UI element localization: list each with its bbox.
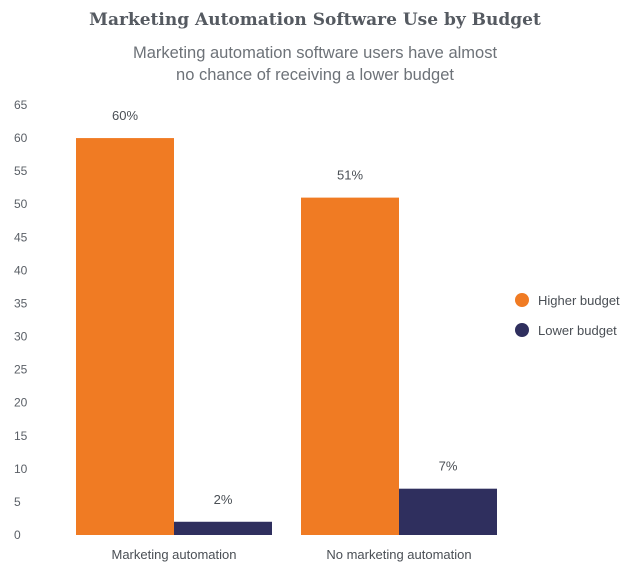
- chart-title: Marketing Automation Software Use by Bud…: [89, 10, 541, 30]
- data-label-marketing-automation-lower-budget: 2%: [214, 492, 233, 507]
- chart-subtitle: Marketing automation software users have…: [0, 42, 630, 86]
- x-tick-label-marketing-automation: Marketing automation: [111, 547, 236, 562]
- y-tick-label-55: 55: [14, 164, 28, 178]
- bar-marketing-automation-lower-budget: [174, 521, 272, 535]
- x-tick-label-no-marketing-automation: No marketing automation: [326, 547, 471, 562]
- legend-item-higher-budget[interactable]: Higher budget: [515, 290, 620, 310]
- chart-legend: Higher budget Lower budget: [515, 290, 620, 350]
- y-tick-label-15: 15: [14, 429, 28, 443]
- legend-swatch-lower-budget: [515, 323, 529, 337]
- x-axis: Marketing automation No marketing automat…: [111, 547, 471, 562]
- y-tick-label-25: 25: [14, 363, 28, 377]
- legend-swatch-higher-budget: [515, 293, 529, 307]
- data-label-marketing-automation-higher-budget: 60%: [112, 108, 138, 123]
- chart-subtitle-line-1: Marketing automation software users have…: [132, 44, 498, 62]
- bars: [76, 138, 497, 536]
- y-tick-label-10: 10: [14, 462, 28, 476]
- y-tick-label-5: 5: [14, 495, 21, 509]
- y-tick-label-40: 40: [14, 263, 28, 277]
- y-tick-label-35: 35: [14, 296, 28, 310]
- y-tick-label-30: 30: [14, 330, 28, 344]
- legend-item-lower-budget[interactable]: Lower budget: [515, 320, 620, 340]
- data-label-no-marketing-automation-higher-budget: 51%: [337, 168, 363, 183]
- y-tick-label-65: 65: [14, 98, 28, 112]
- legend-label-lower-budget: Lower budget: [538, 322, 617, 338]
- data-labels: 60% 2% 51% 7%: [112, 108, 458, 507]
- y-axis: 0 5 10 15 20 25 30 35 40 45 50 55 60 65: [14, 98, 28, 542]
- legend-label-higher-budget: Higher budget: [538, 292, 620, 308]
- y-tick-label-60: 60: [14, 131, 28, 145]
- y-tick-label-50: 50: [14, 197, 28, 211]
- y-tick-label-20: 20: [14, 396, 28, 410]
- bar-no-marketing-automation-lower-budget: [399, 488, 497, 535]
- y-tick-label-0: 0: [14, 528, 21, 542]
- chart-subtitle-line-2: no chance of receiving a lower budget: [176, 66, 454, 84]
- data-label-no-marketing-automation-lower-budget: 7%: [439, 459, 458, 474]
- bar-marketing-automation-higher-budget: [76, 138, 174, 536]
- y-tick-label-45: 45: [14, 230, 28, 244]
- bar-no-marketing-automation-higher-budget: [301, 197, 399, 535]
